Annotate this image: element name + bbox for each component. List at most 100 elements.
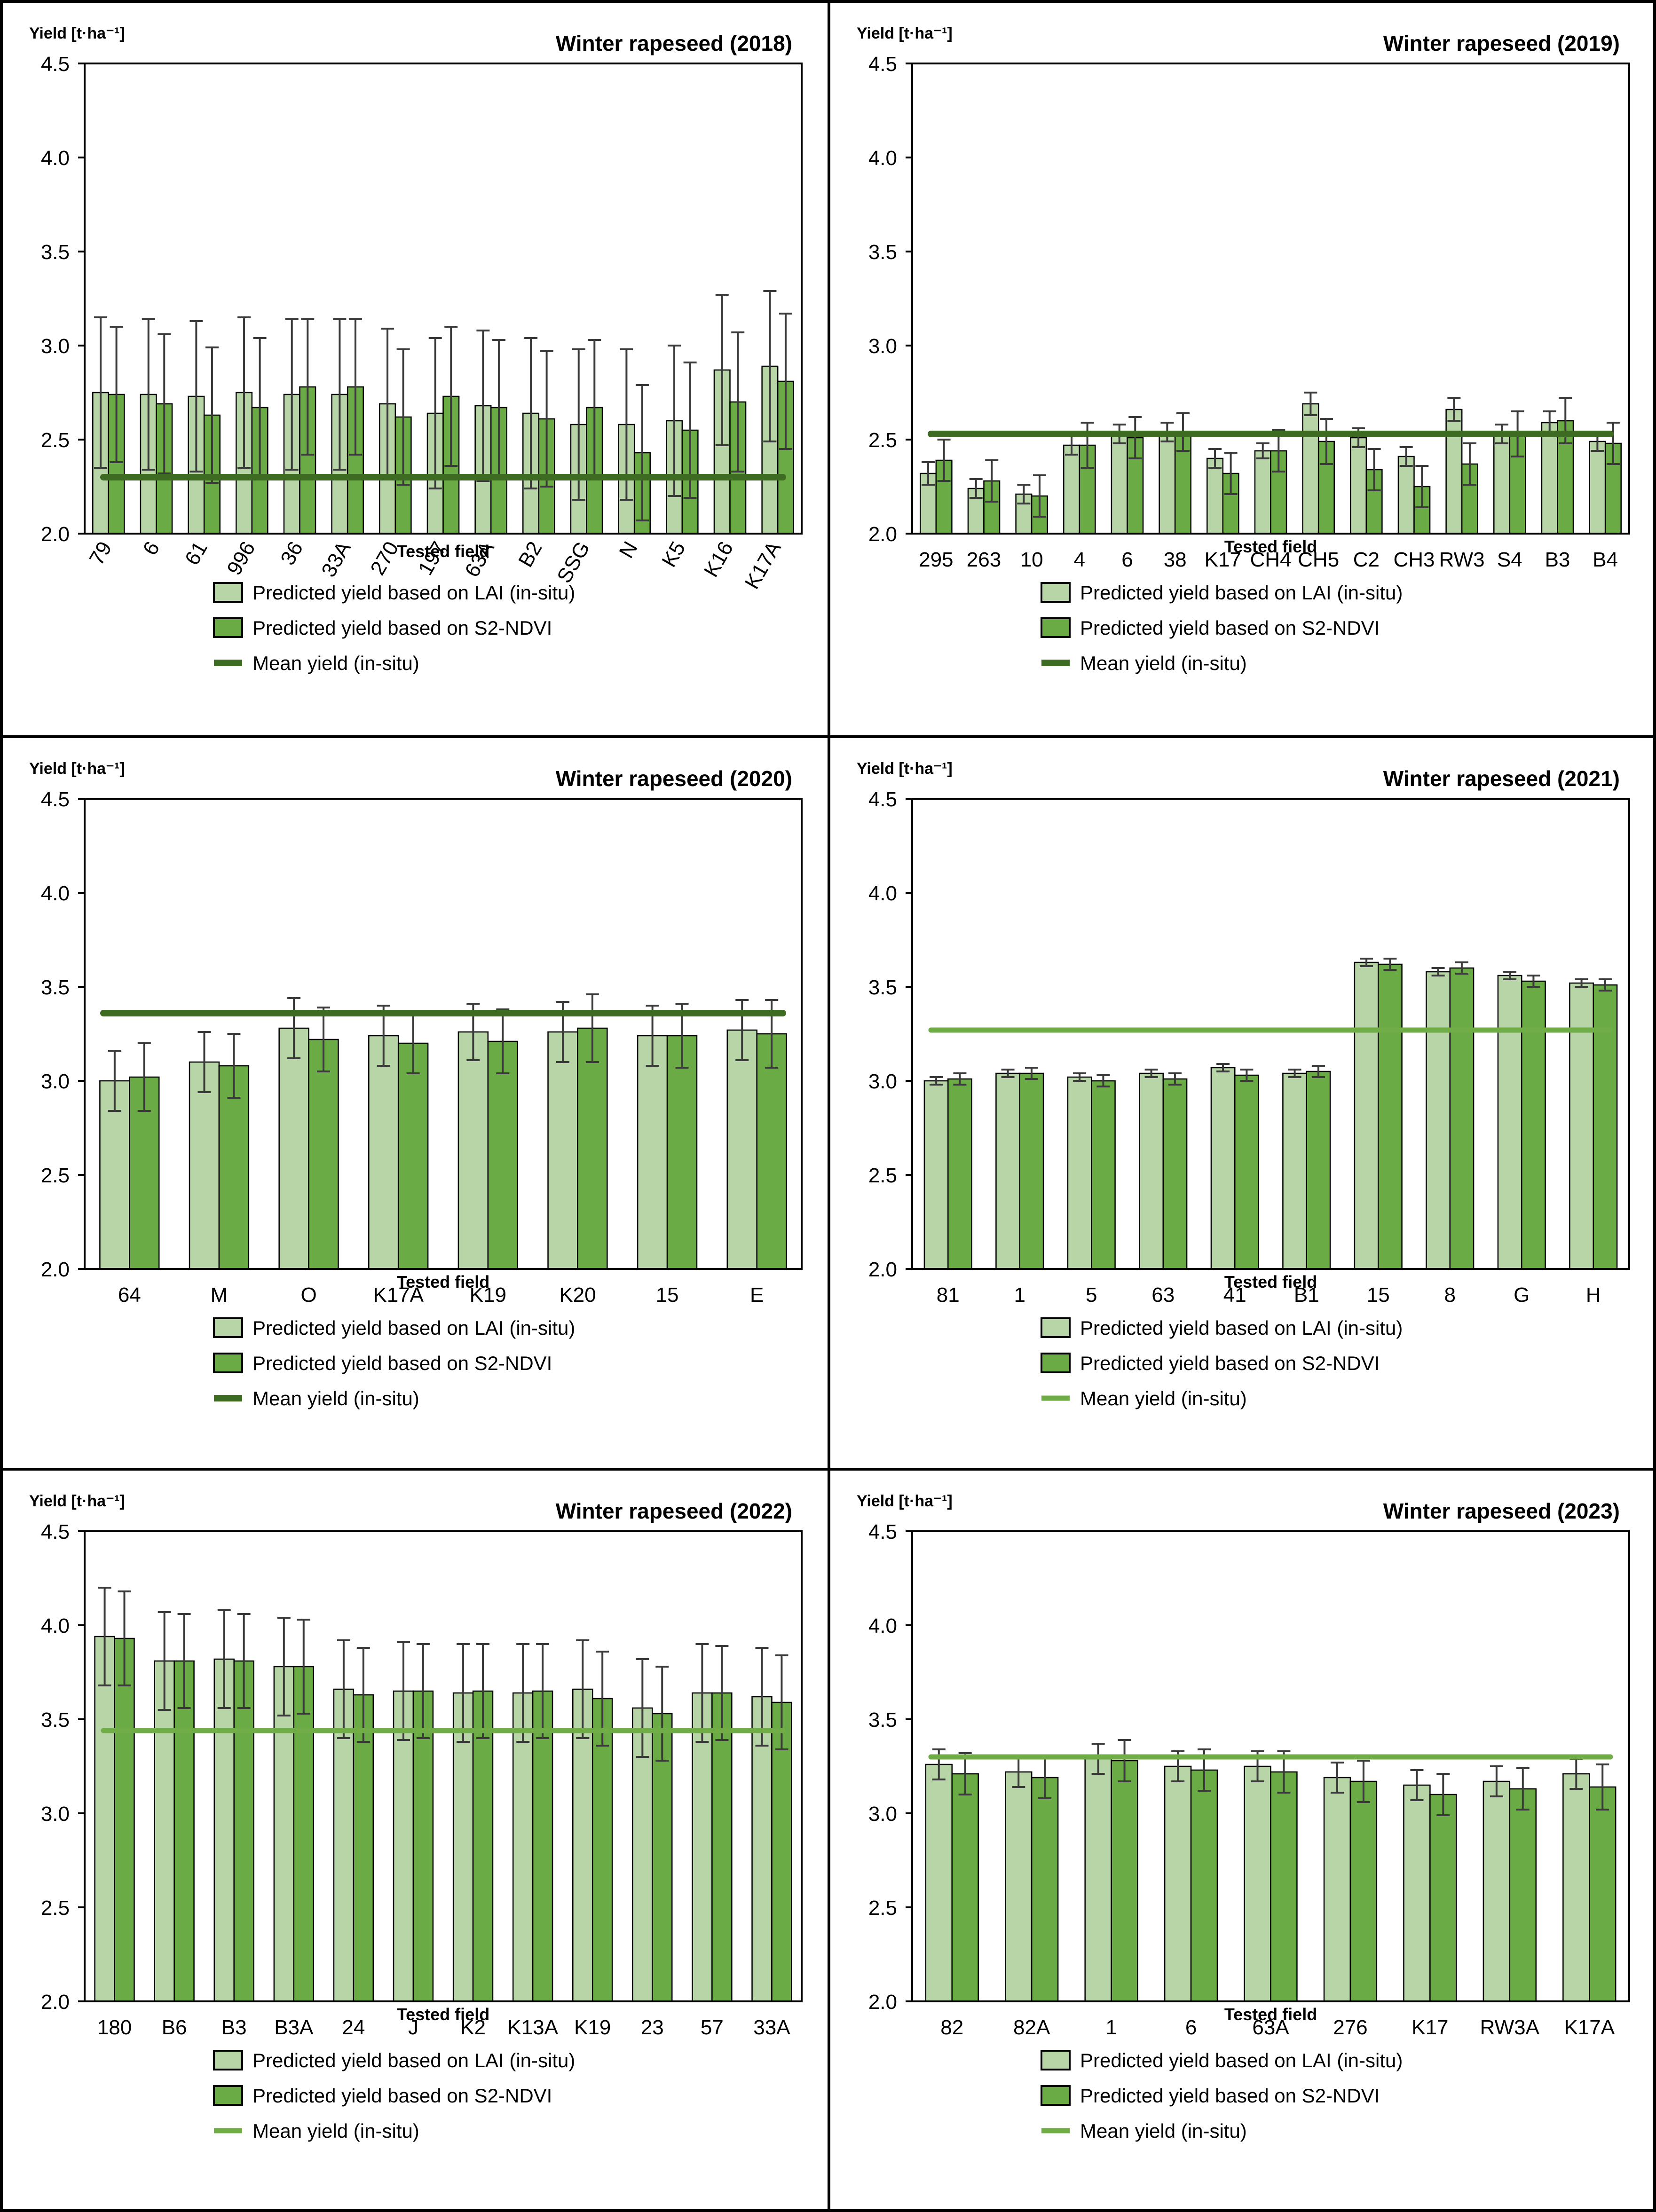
bar-lai — [368, 1035, 399, 1270]
bar-lai — [1426, 971, 1451, 1270]
panel-frame-2023 — [828, 1468, 1656, 2212]
x-tick-label: 6 — [138, 538, 164, 559]
chart-title: Winter rapeseed (2023) — [1383, 1499, 1620, 1523]
x-tick-label: 38 — [1164, 548, 1187, 571]
bar-lai — [1493, 433, 1511, 535]
legend-swatch-ndvi — [1041, 2085, 1071, 2106]
bar-ndvi — [947, 1078, 972, 1270]
x-tick-label: 82 — [940, 2016, 963, 2039]
x-tick-label: C2 — [1353, 548, 1380, 571]
legend-label-mean: Mean yield (in-situ) — [1080, 2120, 1247, 2142]
chart-2021: Yield [t·ha⁻¹] Winter rapeseed (2021) 2.0 2… — [857, 760, 1630, 1409]
x-tick-label: 23 — [641, 2016, 664, 2039]
x-axis-label: Tested field — [397, 1272, 489, 1291]
bar-ndvi — [218, 1065, 250, 1270]
x-tick-label: 82A — [1013, 2016, 1050, 2039]
bar-lai — [94, 1636, 115, 2002]
y-tick-label: 4.5 — [868, 788, 897, 811]
bar-lai — [333, 1688, 355, 2002]
x-tick-label: B3 — [221, 2016, 247, 2039]
bar-ndvi — [1378, 963, 1403, 1270]
bar-lai — [1139, 1072, 1164, 1270]
legend-swatch-ndvi — [1041, 617, 1071, 638]
y-axis-label: Yield [t·ha⁻¹] — [29, 24, 125, 42]
bar-lai — [1084, 1758, 1112, 2002]
x-tick-label: RW3 — [1439, 548, 1485, 571]
x-tick-label: CH4 — [1250, 548, 1291, 571]
bar-ndvi — [1031, 1777, 1059, 2002]
bar-ndvi — [756, 1033, 787, 1270]
x-axis-label: Tested field — [1224, 537, 1317, 556]
bar-lai — [1159, 431, 1176, 535]
plot-area-frame — [911, 63, 1630, 535]
y-tick-label: 3.0 — [868, 1803, 897, 1826]
y-axis-label: Yield [t·ha⁻¹] — [857, 1492, 953, 1510]
bar-ndvi — [711, 1692, 733, 2002]
y-axis-label: Yield [t·ha⁻¹] — [857, 24, 953, 42]
x-tick-label: N — [615, 538, 642, 562]
x-tick-label: 36 — [276, 538, 308, 569]
bar-ndvi — [1091, 1080, 1116, 1270]
y-tick-label: 2.0 — [868, 523, 897, 546]
x-tick-label: SSG — [552, 538, 594, 587]
x-axis-label: Tested field — [397, 542, 489, 561]
bar-lai — [1354, 961, 1379, 1270]
x-tick-label: 6 — [1121, 548, 1133, 571]
x-tick-label: 15 — [1367, 1283, 1390, 1307]
x-tick-label: K17A — [373, 1283, 424, 1307]
y-tick-label: 3.5 — [41, 1708, 70, 1732]
chart-2018: Yield [t·ha⁻¹] Winter rapeseed (2018) 2.0 2… — [29, 24, 803, 674]
x-tick-label: B1 — [1294, 1283, 1319, 1307]
bar-ndvi — [1270, 1771, 1298, 2002]
bar-ndvi — [1306, 1071, 1331, 1270]
y-tick-label: 4.0 — [868, 882, 897, 905]
y-tick-label: 4.5 — [868, 1520, 897, 1543]
bar-lai — [995, 1072, 1020, 1270]
x-tick-label: K19 — [574, 2016, 611, 2039]
x-tick-label: 263 — [967, 548, 1001, 571]
x-tick-label: B3 — [1545, 548, 1570, 571]
bar-lai — [1111, 433, 1128, 535]
bar-lai — [1067, 1076, 1092, 1270]
chart-title: Winter rapeseed (2022) — [556, 1499, 792, 1523]
plot-area-frame — [911, 798, 1630, 1270]
legend-swatch-ndvi — [213, 1353, 243, 1373]
legend-label-mean: Mean yield (in-situ) — [1080, 1387, 1247, 1409]
y-tick-label: 4.0 — [868, 1614, 897, 1637]
x-tick-label: 33A — [753, 2016, 790, 2039]
x-tick-label: K2 — [460, 2016, 486, 2039]
bar-ndvi — [1019, 1072, 1044, 1270]
legend-label-ndvi: Predicted yield based on S2-NDVI — [252, 617, 552, 639]
x-tick-label: M — [211, 1283, 228, 1307]
bar-ndvi — [353, 1694, 374, 2002]
bar-ndvi — [951, 1773, 979, 2002]
x-tick-label: 81 — [937, 1283, 960, 1307]
bar-lai — [1063, 444, 1080, 535]
chart-title: Winter rapeseed (2019) — [1383, 31, 1620, 55]
x-tick-label: K19 — [470, 1283, 506, 1307]
bar-ndvi — [666, 1035, 698, 1270]
legend-swatch-ndvi — [213, 617, 243, 638]
x-tick-label: O — [300, 1283, 316, 1307]
chart-2023: Yield [t·ha⁻¹] Winter rapeseed (2023) 2.0 2… — [857, 1492, 1630, 2142]
chart-2019: Yield [t·ha⁻¹] Winter rapeseed (2019) 2.0 2… — [857, 24, 1630, 674]
x-tick-label: 41 — [1223, 1283, 1246, 1307]
x-axis-label: Tested field — [1224, 2005, 1317, 2024]
bar-lai — [1323, 1777, 1351, 2002]
y-tick-label: 3.5 — [41, 241, 70, 264]
y-tick-label: 2.5 — [41, 1164, 70, 1187]
bar-lai — [923, 1080, 949, 1270]
chart-title: Winter rapeseed (2021) — [1383, 766, 1620, 791]
bar-lai — [1403, 1784, 1431, 2002]
x-tick-label: 6 — [1185, 2016, 1197, 2039]
x-tick-label: 64 — [118, 1283, 141, 1307]
bar-ndvi — [1190, 1769, 1218, 2002]
y-axis-label: Yield [t·ha⁻¹] — [857, 760, 953, 778]
bar-lai — [512, 1692, 534, 2002]
bar-lai — [1497, 975, 1522, 1270]
x-tick-label: E — [750, 1283, 764, 1307]
x-tick-label: 180 — [97, 2016, 132, 2039]
x-tick-label: 5 — [1086, 1283, 1097, 1307]
legend-label-ndvi: Predicted yield based on S2-NDVI — [252, 2085, 552, 2107]
